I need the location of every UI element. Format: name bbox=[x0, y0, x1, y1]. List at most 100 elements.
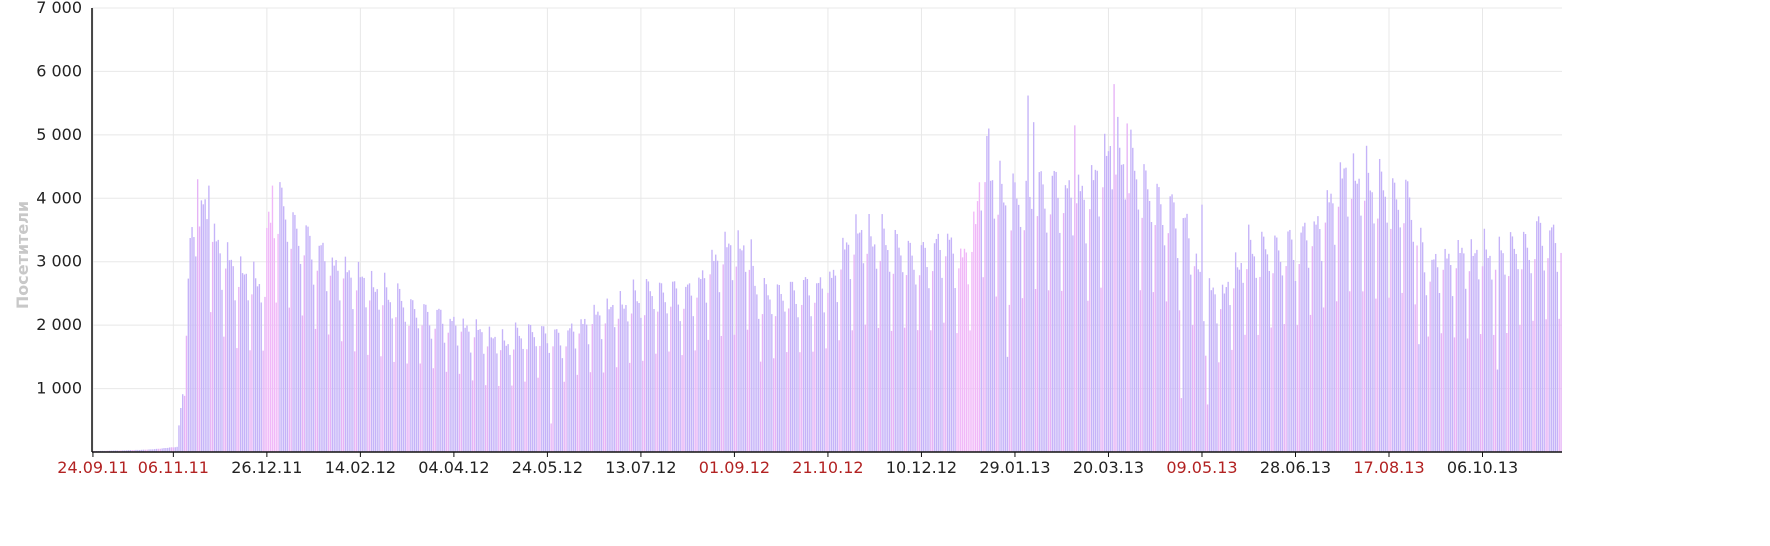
bar bbox=[1289, 229, 1291, 452]
bar bbox=[451, 321, 453, 452]
bar bbox=[1145, 170, 1147, 453]
bar bbox=[625, 305, 627, 452]
bar bbox=[763, 278, 766, 452]
bar bbox=[1261, 231, 1263, 452]
bar bbox=[776, 284, 779, 452]
bar bbox=[152, 449, 154, 452]
bar bbox=[1324, 222, 1327, 452]
bar bbox=[928, 288, 930, 452]
bar bbox=[389, 302, 391, 452]
grid bbox=[92, 7, 1562, 452]
bar bbox=[1341, 178, 1343, 453]
bar bbox=[526, 349, 528, 452]
bar bbox=[1311, 246, 1314, 452]
bar bbox=[911, 255, 913, 452]
bar bbox=[367, 354, 369, 452]
bar bbox=[1498, 236, 1501, 452]
bar bbox=[1087, 300, 1089, 452]
bar bbox=[256, 286, 259, 452]
bar bbox=[939, 249, 941, 452]
bar bbox=[520, 338, 522, 452]
y-tick-label: 5 000 bbox=[36, 125, 82, 144]
bar bbox=[1018, 204, 1020, 452]
bar bbox=[688, 283, 691, 452]
bar bbox=[593, 304, 595, 452]
bar bbox=[1218, 362, 1220, 452]
bar bbox=[627, 321, 629, 452]
bar bbox=[369, 300, 371, 452]
bar bbox=[1309, 314, 1312, 452]
bar bbox=[1485, 249, 1487, 452]
bar bbox=[208, 185, 210, 452]
bar bbox=[357, 261, 360, 452]
bar bbox=[810, 316, 812, 452]
bar bbox=[1188, 238, 1190, 452]
bar bbox=[1120, 164, 1123, 452]
bar bbox=[541, 326, 543, 452]
bar bbox=[726, 247, 728, 452]
bar bbox=[731, 280, 734, 452]
bar bbox=[1502, 253, 1504, 452]
bar bbox=[1236, 267, 1239, 452]
bar bbox=[651, 296, 653, 452]
bar bbox=[1465, 288, 1467, 452]
bar bbox=[445, 371, 448, 452]
bar bbox=[180, 408, 182, 452]
bar bbox=[1055, 171, 1057, 452]
bar bbox=[1524, 234, 1527, 452]
bar bbox=[986, 136, 988, 452]
bar bbox=[1549, 230, 1551, 452]
bar bbox=[376, 289, 378, 452]
bar bbox=[533, 337, 535, 452]
bar bbox=[1532, 320, 1534, 452]
bar bbox=[1276, 237, 1278, 452]
bar bbox=[1061, 290, 1063, 452]
bar bbox=[1083, 199, 1085, 452]
bar bbox=[277, 233, 279, 452]
bar bbox=[741, 250, 743, 452]
bar bbox=[780, 294, 782, 452]
bar bbox=[1440, 333, 1443, 452]
bar bbox=[1184, 217, 1186, 452]
bar bbox=[799, 352, 801, 452]
bar bbox=[1350, 198, 1353, 452]
bar bbox=[139, 449, 141, 452]
bar bbox=[290, 248, 292, 452]
bar bbox=[692, 316, 694, 452]
bar bbox=[483, 353, 485, 452]
bar bbox=[1051, 175, 1054, 452]
bar bbox=[1332, 203, 1334, 452]
bar bbox=[720, 335, 723, 452]
bar bbox=[902, 272, 904, 452]
bar bbox=[1128, 193, 1130, 452]
y-axis-label: Посетители bbox=[13, 201, 32, 309]
bar bbox=[1195, 253, 1198, 452]
bar bbox=[200, 200, 203, 452]
bar bbox=[1094, 169, 1097, 452]
bar bbox=[759, 361, 762, 452]
bar bbox=[1352, 153, 1355, 452]
bar bbox=[670, 306, 672, 452]
bar bbox=[997, 214, 999, 452]
bar bbox=[716, 260, 719, 452]
bar bbox=[969, 330, 971, 452]
bar bbox=[1397, 209, 1400, 452]
bar bbox=[1231, 349, 1233, 452]
bar bbox=[226, 242, 229, 452]
bar bbox=[1444, 248, 1446, 452]
bar bbox=[193, 237, 195, 452]
x-tick-label: 09.05.13 bbox=[1166, 458, 1237, 477]
bar bbox=[511, 385, 513, 452]
bar bbox=[183, 395, 186, 452]
bar bbox=[1264, 249, 1267, 452]
bar bbox=[498, 385, 500, 452]
bar bbox=[198, 226, 201, 452]
bar bbox=[1349, 291, 1351, 452]
bar bbox=[509, 354, 511, 452]
bar bbox=[1328, 202, 1330, 452]
bar bbox=[784, 311, 786, 452]
bar bbox=[552, 346, 554, 452]
bar bbox=[840, 269, 842, 452]
bar bbox=[142, 449, 145, 452]
bar bbox=[133, 450, 135, 452]
